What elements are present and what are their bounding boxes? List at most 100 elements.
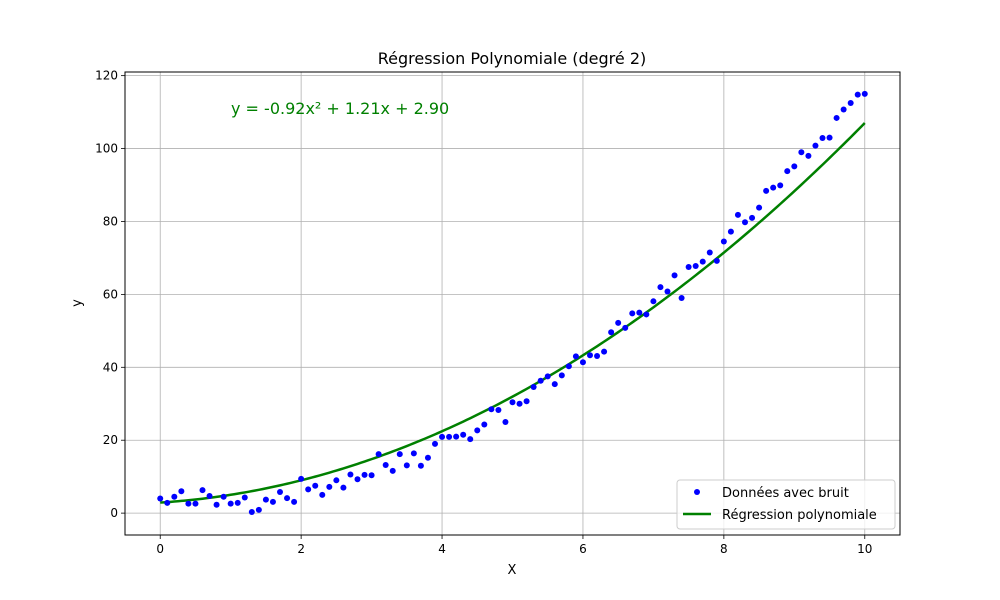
x-axis-ticks: 0 2 4 6 8 10 [156,535,872,556]
y-tick-label: 100 [95,142,118,156]
data-point [657,284,664,291]
data-point [565,363,572,370]
data-point [516,400,523,407]
data-point [713,257,720,264]
legend-scatter-marker [694,489,700,495]
data-point [579,359,586,366]
data-point [474,427,481,434]
data-point [340,484,347,491]
data-point [481,421,488,428]
data-point [396,451,403,458]
x-tick-label: 4 [438,542,446,556]
data-point [453,433,460,440]
data-point [594,353,601,359]
data-point [495,406,502,413]
data-point [248,509,255,516]
data-point [727,228,734,235]
data-point [157,495,164,502]
y-tick-label: 120 [95,69,118,83]
legend-box [676,479,896,530]
data-point [678,295,685,302]
data-point [572,353,579,360]
data-point [488,406,495,413]
plot-frame [124,71,901,536]
data-point [699,258,706,265]
y-tick-label: 40 [103,360,118,374]
y-tick-label: 0 [110,506,118,520]
legend-label-line: Régression polynomiale [722,508,877,523]
data-point [756,204,763,211]
x-tick-label: 2 [297,542,305,556]
data-point [269,498,276,505]
data-point [291,498,298,505]
data-point [523,398,530,405]
data-point [354,476,361,483]
data-point [178,488,185,495]
x-tick-label: 8 [720,542,728,556]
regression-line [160,122,866,504]
data-point [558,372,565,379]
data-point [636,309,643,316]
data-point [213,501,220,508]
data-point [692,262,699,269]
data-point [305,486,312,493]
data-point [467,436,474,443]
data-point [819,134,826,141]
data-point [234,499,241,506]
data-point [791,163,798,170]
y-tick-label: 60 [103,287,118,301]
data-point [671,272,678,279]
data-point [706,249,713,256]
data-point [326,483,333,490]
data-point [784,168,791,175]
data-point [347,471,354,478]
data-point [206,492,213,499]
data-point [192,500,199,507]
data-point [544,373,551,380]
data-point [446,433,453,440]
x-axis-label: X [508,563,517,578]
data-point [460,431,467,438]
data-point [298,475,305,482]
data-point [284,495,291,502]
x-tick-label: 0 [156,542,164,556]
data-point [382,462,389,468]
y-tick-label: 80 [103,214,118,228]
data-point [643,311,650,318]
data-point [424,454,431,461]
scatter-points [157,90,868,516]
data-point [770,184,777,191]
data-point [861,90,868,97]
chart-title: Régression Polynomiale (degré 2) [378,49,647,68]
equation-annotation: y = -0.92x² + 1.21x + 2.90 [231,99,449,118]
data-point [664,288,671,295]
data-point [220,493,227,500]
data-point [805,152,812,159]
data-point [199,487,206,494]
data-point [650,298,657,305]
data-point [749,214,756,221]
data-point [227,500,234,507]
data-point [742,219,748,226]
y-axis-label: y [70,299,85,307]
data-point [277,488,283,495]
data-point [375,451,382,458]
data-point [241,494,248,501]
data-point [361,471,368,478]
legend: Données avec bruit Régression polynomial… [676,479,896,530]
data-point [333,477,340,484]
data-point [389,467,396,474]
data-point [622,324,629,331]
data-point [777,182,784,189]
data-point [262,496,269,503]
y-tick-label: 20 [103,433,118,447]
data-point [432,440,438,447]
data-point [812,142,819,149]
data-point [847,99,854,106]
data-point [439,433,446,440]
data-point [734,211,741,218]
data-point [417,462,424,469]
data-point [164,499,171,506]
data-point [601,348,608,355]
